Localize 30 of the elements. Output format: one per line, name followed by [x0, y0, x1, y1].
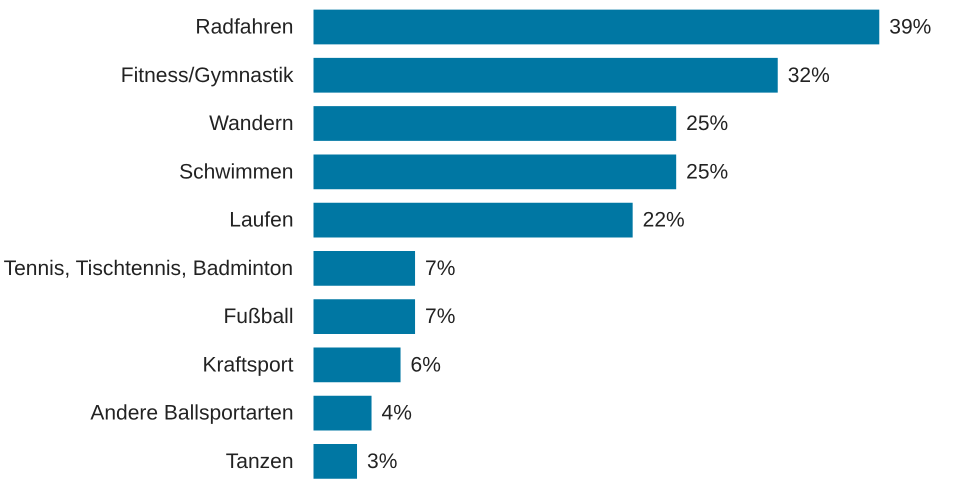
data-label: 4%: [382, 402, 412, 425]
bar: [314, 58, 778, 93]
data-label: 6%: [410, 353, 441, 376]
bar: [314, 396, 372, 430]
y-tick-label: Schwimmen: [179, 160, 294, 184]
bar: [314, 202, 633, 238]
y-tick-label: Fitness/Gymnastik: [120, 64, 294, 87]
y-tick-label: Radfahren: [195, 16, 294, 39]
data-label: 25%: [686, 160, 728, 184]
bar: [314, 10, 880, 44]
y-tick-label: Kraftsport: [202, 353, 294, 376]
data-label: 7%: [425, 256, 456, 280]
data-label: 3%: [367, 450, 398, 473]
y-tick-label: Tennis, Tischtennis, Badminton: [4, 256, 294, 280]
y-tick-label: Laufen: [229, 208, 294, 232]
data-label: 25%: [686, 112, 728, 136]
data-label: 7%: [425, 305, 456, 328]
bar: [314, 299, 416, 334]
data-label: 22%: [642, 208, 685, 232]
data-label: 39%: [889, 16, 932, 39]
bar: [314, 444, 358, 479]
y-tick-label: Andere Ballsportarten: [90, 402, 294, 425]
y-tick-label: Wandern: [209, 112, 294, 136]
y-tick-label: Fußball: [223, 305, 294, 328]
bar: [314, 106, 676, 141]
bar: [314, 250, 416, 286]
y-tick-label: Tanzen: [226, 450, 294, 473]
bar: [314, 347, 401, 382]
data-label: 32%: [788, 64, 830, 87]
bar: [314, 154, 676, 190]
